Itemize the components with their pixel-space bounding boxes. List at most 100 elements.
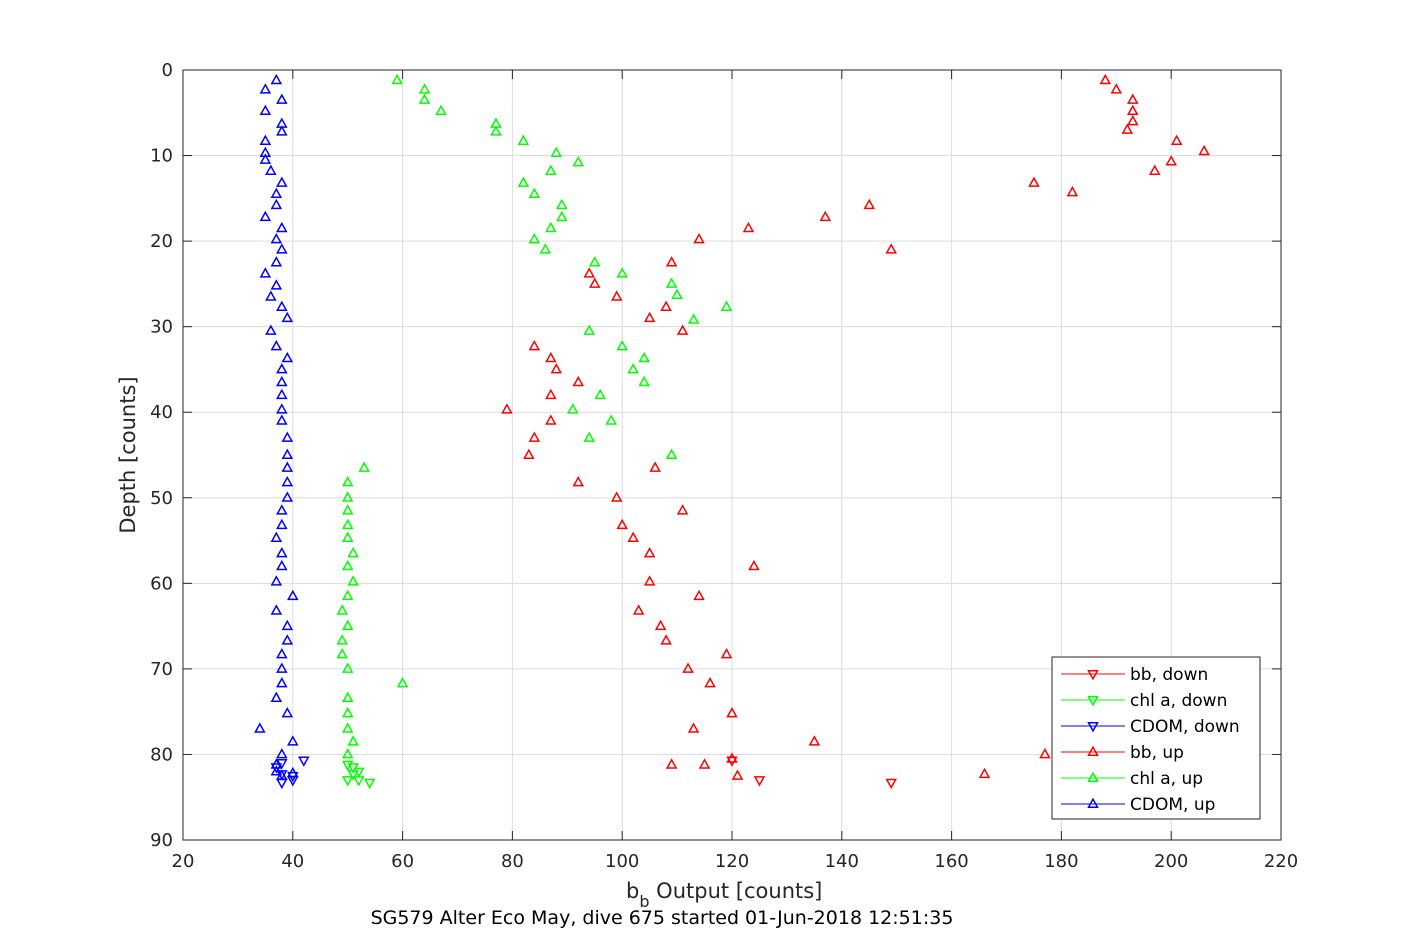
y-tick-label: 40 <box>150 402 173 423</box>
data-point <box>276 176 288 187</box>
data-point <box>341 475 354 487</box>
y-tick-label: 10 <box>150 146 173 167</box>
data-point <box>396 677 409 688</box>
data-point <box>627 531 639 542</box>
data-point <box>270 187 283 199</box>
series-0 <box>726 756 897 790</box>
data-point <box>556 198 568 210</box>
data-point <box>265 164 277 175</box>
data-point <box>259 267 272 278</box>
data-point <box>627 363 639 374</box>
data-point <box>270 256 283 267</box>
x-tick-label: 100 <box>605 851 639 872</box>
data-point <box>259 153 272 164</box>
data-point <box>1126 114 1139 126</box>
legend-marker <box>1087 722 1099 733</box>
data-point <box>341 706 354 718</box>
data-point <box>287 589 299 601</box>
data-point <box>1110 83 1123 94</box>
data-point <box>276 125 288 136</box>
data-point <box>616 518 628 530</box>
series-4 <box>336 73 733 759</box>
series-5 <box>254 73 299 780</box>
data-point <box>281 475 294 487</box>
data-point <box>490 125 502 136</box>
data-point <box>660 300 672 311</box>
data-point <box>270 765 283 776</box>
data-point <box>517 134 530 146</box>
y-tick-label: 0 <box>162 60 173 81</box>
y-tick-label: 90 <box>150 830 173 851</box>
data-point <box>435 104 447 116</box>
data-point <box>687 722 700 733</box>
data-marks <box>254 73 1210 790</box>
data-point <box>1165 155 1177 166</box>
data-point <box>704 677 716 688</box>
data-point <box>610 290 623 301</box>
data-point <box>605 414 617 425</box>
legend-entry: bb, down <box>1061 665 1208 685</box>
data-point <box>270 691 283 702</box>
data-point <box>583 431 596 442</box>
data-point <box>265 324 277 335</box>
data-point <box>276 375 288 387</box>
data-point <box>594 388 607 400</box>
data-point <box>588 277 601 288</box>
data-point <box>528 431 541 442</box>
legend-label: CDOM, down <box>1130 717 1240 737</box>
legend-marker <box>1087 745 1099 756</box>
x-tick-label: 160 <box>934 851 968 872</box>
chart-caption: SG579 Alter Eco May, dive 675 started 01… <box>371 907 954 929</box>
data-point <box>281 706 294 718</box>
data-point <box>528 187 541 199</box>
data-point <box>572 375 585 387</box>
data-point <box>341 531 354 542</box>
data-point <box>1099 73 1112 85</box>
data-point <box>391 73 403 85</box>
legend-label: CDOM, up <box>1130 795 1215 815</box>
legend-entry: CDOM, down <box>1061 717 1240 737</box>
data-point <box>572 155 585 167</box>
data-point <box>550 146 563 157</box>
data-point <box>632 604 645 615</box>
data-point <box>270 604 283 615</box>
y-axis-label: Depth [counts] <box>116 376 140 533</box>
data-point <box>347 770 359 781</box>
x-tick-label: 180 <box>1044 851 1078 872</box>
data-point <box>270 198 283 210</box>
data-point <box>676 324 689 335</box>
data-point <box>276 778 288 790</box>
data-point <box>341 722 354 733</box>
legend-entry: chl a, up <box>1061 769 1203 789</box>
data-point <box>363 778 376 790</box>
data-point <box>550 363 563 374</box>
data-point <box>341 559 354 571</box>
data-point <box>720 300 733 311</box>
data-point <box>298 756 310 767</box>
data-point <box>341 589 354 601</box>
data-point <box>281 351 294 363</box>
data-point <box>336 634 348 645</box>
data-point <box>665 277 678 288</box>
axis-ticks: 20 40 60 80 100 120 140 160 180 200 220 0 10 20 30 40 50… <box>150 60 1298 872</box>
data-point <box>588 256 601 267</box>
data-point <box>281 431 294 442</box>
data-point <box>270 73 283 85</box>
data-point <box>270 531 283 542</box>
data-point <box>654 619 667 631</box>
x-tick-label: 140 <box>825 851 859 872</box>
data-point <box>276 559 288 571</box>
data-point <box>671 288 683 300</box>
data-point <box>643 546 656 558</box>
data-point <box>676 504 689 515</box>
data-point <box>281 491 294 502</box>
y-tick-label: 60 <box>150 573 173 594</box>
data-point <box>276 243 288 254</box>
x-tick-label: 40 <box>281 851 304 872</box>
data-point <box>1028 176 1040 187</box>
y-tick-label: 30 <box>150 317 173 338</box>
data-point <box>341 504 354 515</box>
data-point <box>259 104 272 116</box>
data-point <box>270 575 283 586</box>
data-point <box>1170 134 1183 146</box>
